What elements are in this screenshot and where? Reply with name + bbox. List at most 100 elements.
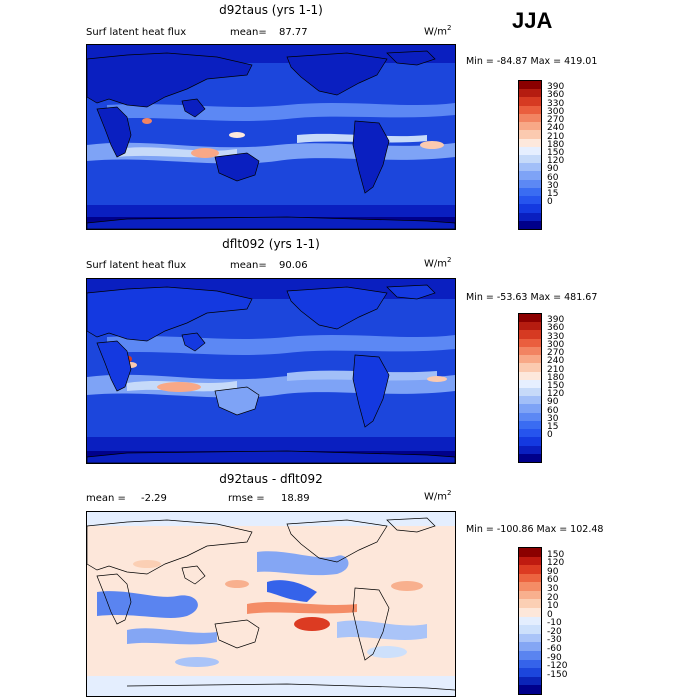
colorbar-level-label: 60	[547, 172, 559, 183]
colorbar-level-label: -90	[547, 652, 562, 663]
panel2-colorbar	[518, 313, 542, 463]
colorbar-segment	[519, 573, 541, 583]
colorbar-level-label: 330	[547, 331, 565, 342]
colorbar-segment	[519, 363, 541, 372]
panel1-minmax: Min = -84.87 Max = 419.01	[466, 56, 598, 67]
panel2-field-label: Surf latent heat flux	[86, 260, 187, 271]
colorbar-segment	[519, 659, 541, 669]
colorbar-level-label: 30	[547, 180, 559, 191]
colorbar-segment	[519, 396, 541, 405]
colorbar-segment	[519, 122, 541, 131]
colorbar-segment	[519, 146, 541, 155]
colorbar-segment	[519, 89, 541, 98]
panel3-rmse-label: rmse =	[228, 493, 265, 504]
colorbar-level-label: 180	[547, 139, 565, 150]
panel1-map	[86, 44, 456, 230]
colorbar-segment	[519, 608, 541, 617]
colorbar-level-label: 20	[547, 592, 559, 603]
colorbar-segment	[519, 204, 541, 213]
colorbar-segment	[519, 322, 541, 331]
panel3-mean-label: mean =	[86, 493, 126, 504]
colorbar-level-label: 390	[547, 315, 565, 326]
colorbar-level-label: 60	[547, 575, 559, 586]
panel3-mean-value: -2.29	[141, 493, 167, 504]
colorbar-level-label: 120	[547, 389, 565, 400]
panel3-units: W/m2	[424, 489, 452, 503]
colorbar-segment	[519, 556, 541, 566]
colorbar-segment	[519, 437, 541, 446]
colorbar-segment	[519, 599, 541, 609]
colorbar-segment	[519, 412, 541, 421]
colorbar-segment	[519, 355, 541, 364]
colorbar-segment	[519, 346, 541, 356]
colorbar-segment	[519, 81, 541, 90]
colorbar-segment	[519, 429, 541, 438]
panel3-map	[86, 511, 456, 697]
panel2-title: dflt092 (yrs 1-1)	[222, 237, 320, 251]
colorbar-level-label: 30	[547, 583, 559, 594]
colorbar-segment	[519, 371, 541, 380]
colorbar-segment	[519, 676, 541, 686]
colorbar-segment	[519, 105, 541, 114]
colorbar-segment	[519, 314, 541, 323]
colorbar-level-label: 0	[547, 430, 553, 441]
colorbar-segment	[519, 420, 541, 430]
colorbar-segment	[519, 379, 541, 388]
colorbar-level-label: 360	[547, 323, 565, 334]
colorbar-segment	[519, 404, 541, 413]
colorbar-segment	[519, 387, 541, 397]
colorbar-level-label: 10	[547, 601, 559, 612]
colorbar-level-label: -150	[547, 669, 568, 680]
colorbar-segment	[519, 650, 541, 660]
colorbar-level-label: 150	[547, 381, 565, 391]
colorbar-level-label: -30	[547, 635, 562, 646]
colorbar-segment	[519, 685, 541, 694]
colorbar-segment	[519, 625, 541, 634]
panel2-mean-label: mean=	[230, 260, 267, 271]
colorbar-segment	[519, 453, 541, 462]
colorbar-level-label: -20	[547, 626, 562, 637]
colorbar-level-label: 300	[547, 339, 565, 350]
colorbar-level-label: 0	[547, 197, 553, 208]
colorbar-level-label: 30	[547, 413, 559, 424]
colorbar-segment	[519, 220, 541, 229]
colorbar-segment	[519, 179, 541, 188]
panel3-colorbar	[518, 547, 542, 695]
colorbar-level-label: 15	[547, 422, 559, 433]
colorbar-segment	[519, 338, 541, 347]
colorbar-level-label: 270	[547, 348, 565, 359]
colorbar-segment	[519, 633, 541, 643]
panel1-mean-value: 87.77	[279, 27, 308, 38]
colorbar-segment	[519, 138, 541, 147]
colorbar-segment	[519, 565, 541, 574]
colorbar-level-label: 390	[547, 82, 565, 93]
panel2-minmax: Min = -53.63 Max = 481.67	[466, 292, 598, 303]
colorbar-level-label: 360	[547, 90, 565, 101]
colorbar-level-label: 150	[547, 549, 565, 560]
colorbar-level-label: 210	[547, 364, 565, 375]
colorbar-level-label: -10	[547, 618, 562, 629]
colorbar-level-label: 90	[547, 397, 559, 408]
colorbar-segment	[519, 196, 541, 205]
season-label: JJA	[512, 8, 553, 33]
colorbar-level-label: 210	[547, 131, 565, 142]
colorbar-level-label: -120	[547, 661, 568, 672]
panel1-colorbar	[518, 80, 542, 230]
colorbar-level-label: 150	[547, 148, 565, 158]
colorbar-level-label: 90	[547, 164, 559, 175]
colorbar-segment	[519, 616, 541, 626]
colorbar-segment	[519, 113, 541, 123]
colorbar-level-label: 120	[547, 156, 565, 167]
colorbar-level-label: 240	[547, 356, 565, 367]
colorbar-segment	[519, 445, 541, 454]
colorbar-segment	[519, 187, 541, 197]
panel3-rmse-value: 18.89	[281, 493, 310, 504]
colorbar-level-label: 270	[547, 115, 565, 126]
colorbar-segment	[519, 582, 541, 591]
colorbar-level-label: 120	[547, 558, 565, 569]
panel3-minmax: Min = -100.86 Max = 102.48	[466, 524, 604, 535]
colorbar-level-label: 330	[547, 98, 565, 109]
panel1-units: W/m2	[424, 24, 452, 38]
colorbar-segment	[519, 130, 541, 139]
colorbar-segment	[519, 642, 541, 651]
